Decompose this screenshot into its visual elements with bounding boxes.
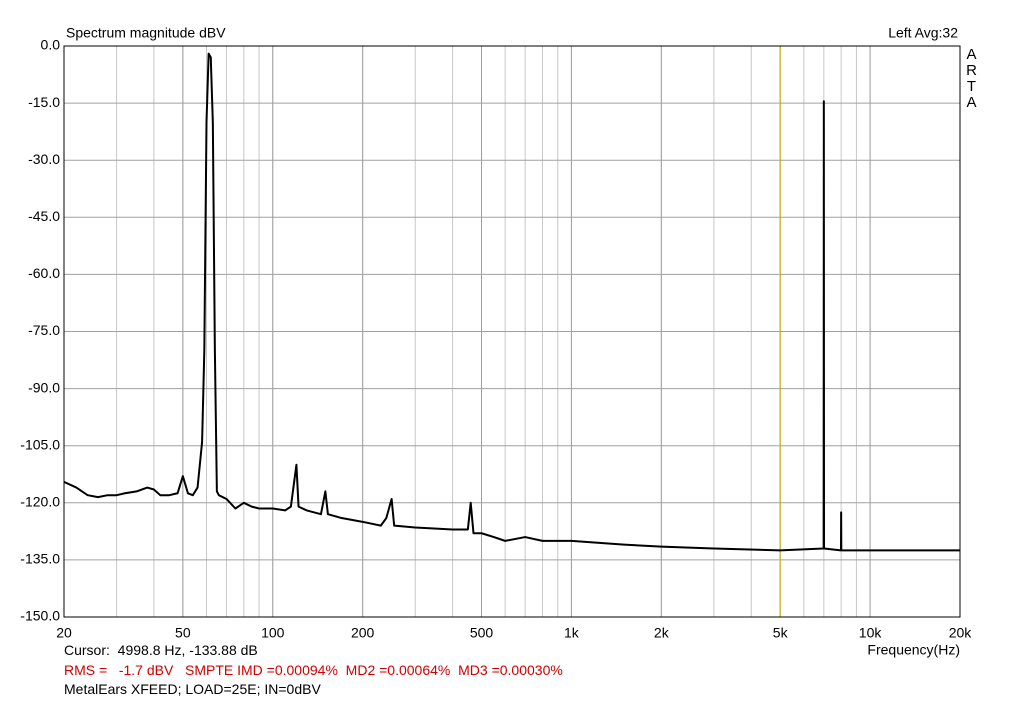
- x-axis-label: Frequency(Hz): [867, 642, 960, 658]
- y-tick-label: 0.0: [41, 37, 61, 53]
- x-tick-label: 1k: [564, 625, 580, 641]
- x-tick-label: 5k: [773, 625, 789, 641]
- plot-frame: [63, 45, 961, 618]
- x-tick-label: 10k: [859, 625, 883, 641]
- x-tick-label: 2k: [654, 625, 670, 641]
- y-tick-label: -15.0: [28, 94, 60, 110]
- x-tick-label: 20: [56, 625, 72, 641]
- spectrum-line: [63, 52, 960, 552]
- x-tick-label: 200: [351, 625, 375, 641]
- y-tick-label: -45.0: [28, 208, 60, 224]
- y-tick-label: -75.0: [28, 322, 60, 338]
- measurements: RMS = -1.7 dBV SMPTE IMD =0.00094% MD2 =…: [64, 662, 563, 678]
- y-tick-label: -135.0: [20, 551, 60, 567]
- y-tick-label: -90.0: [28, 379, 60, 395]
- y-tick-label: -150.0: [20, 608, 60, 624]
- x-tick-label: 100: [261, 625, 285, 641]
- y-tick-label: -120.0: [20, 494, 60, 510]
- x-tick-label: 20k: [949, 625, 973, 641]
- x-tick-label: 50: [175, 625, 191, 641]
- chart-title: Spectrum magnitude dBV: [66, 25, 226, 41]
- footer: MetalEars XFEED; LOAD=25E; IN=0dBV: [64, 681, 321, 697]
- x-tick-label: 500: [470, 625, 494, 641]
- y-tick-label: -30.0: [28, 151, 60, 167]
- y-tick-label: -105.0: [20, 436, 60, 452]
- channel-info: Left Avg:32: [888, 25, 958, 41]
- brand: ARTA: [963, 46, 980, 110]
- cursor-readout: Cursor: 4998.8 Hz, -133.88 dB: [64, 642, 258, 658]
- y-tick-label: -60.0: [28, 265, 60, 281]
